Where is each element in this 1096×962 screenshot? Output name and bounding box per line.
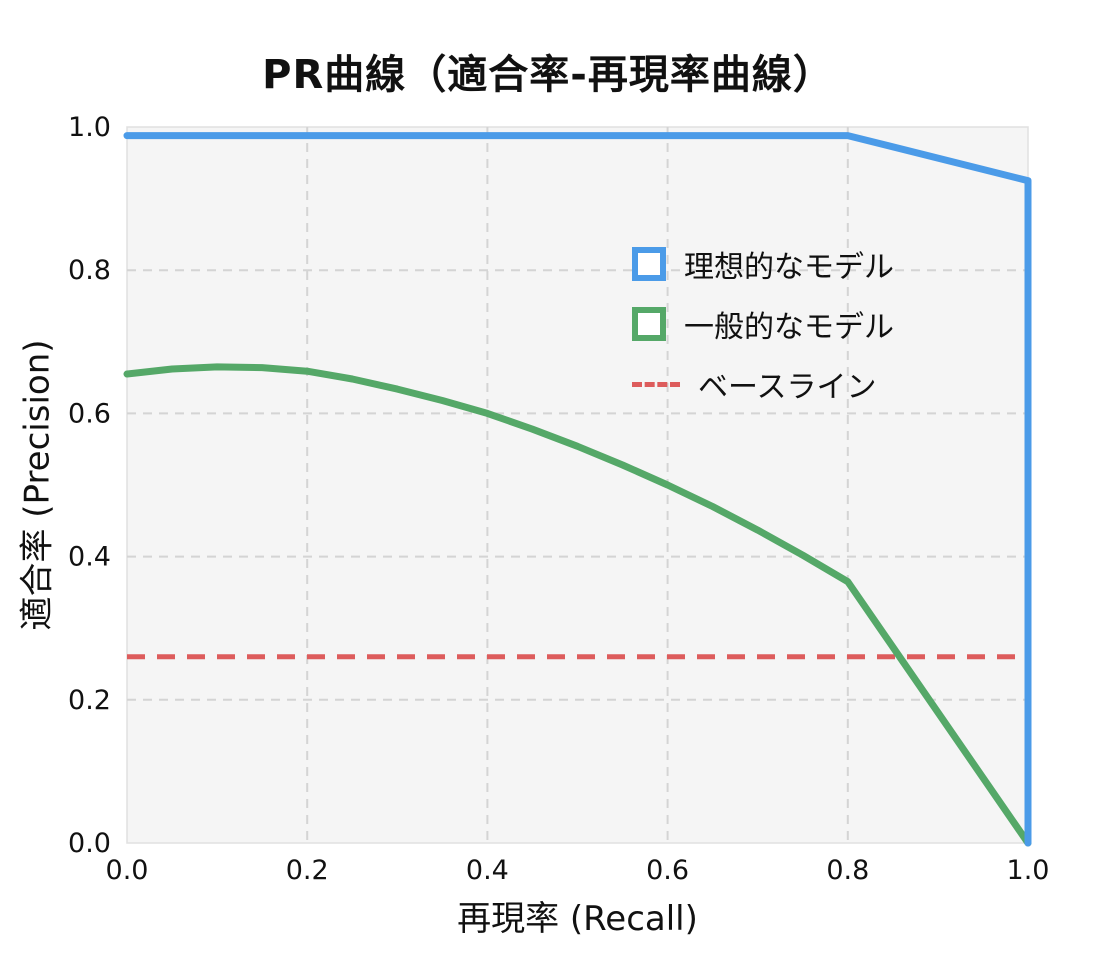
x-tick-label: 0.8 bbox=[826, 855, 869, 886]
legend-item-typical-model: 一般的なモデル bbox=[632, 306, 894, 345]
x-axis-label: 再現率 (Recall) bbox=[457, 899, 698, 939]
y-tick-label: 0.4 bbox=[68, 542, 111, 573]
x-tick-label: 0.2 bbox=[286, 855, 329, 886]
legend-label-baseline: ベースライン bbox=[698, 370, 877, 405]
legend-label-typical-model: 一般的なモデル bbox=[684, 310, 894, 345]
y-tick-label: 0.6 bbox=[68, 398, 111, 429]
legend-label-ideal-model: 理想的なモデル bbox=[684, 250, 894, 285]
legend: 理想的なモデル 一般的なモデル ベースライン bbox=[632, 246, 894, 426]
x-tick-label: 0.4 bbox=[466, 855, 509, 886]
legend-marker-square-icon bbox=[632, 247, 666, 281]
y-tick-label: 0.0 bbox=[68, 828, 111, 859]
chart-title: PR曲線（適合率-再現率曲線） bbox=[262, 52, 834, 98]
series-line-1 bbox=[123, 363, 1032, 847]
legend-marker-dashed-line-icon bbox=[632, 381, 680, 387]
y-axis-label: 適合率 (Precision) bbox=[17, 339, 58, 631]
y-tick-label: 0.8 bbox=[68, 255, 111, 286]
legend-item-baseline: ベースライン bbox=[632, 366, 894, 405]
y-tick-label: 1.0 bbox=[68, 112, 111, 143]
plot-background bbox=[126, 126, 1029, 844]
legend-item-ideal-model: 理想的なモデル bbox=[632, 246, 894, 285]
x-tick-label: 0.6 bbox=[646, 855, 689, 886]
x-tick-label: 0.0 bbox=[106, 855, 149, 886]
legend-marker-square-icon bbox=[632, 307, 666, 341]
y-tick-label: 0.2 bbox=[68, 685, 111, 716]
x-tick-label: 1.0 bbox=[1007, 855, 1050, 886]
series-line-0 bbox=[123, 132, 1032, 847]
